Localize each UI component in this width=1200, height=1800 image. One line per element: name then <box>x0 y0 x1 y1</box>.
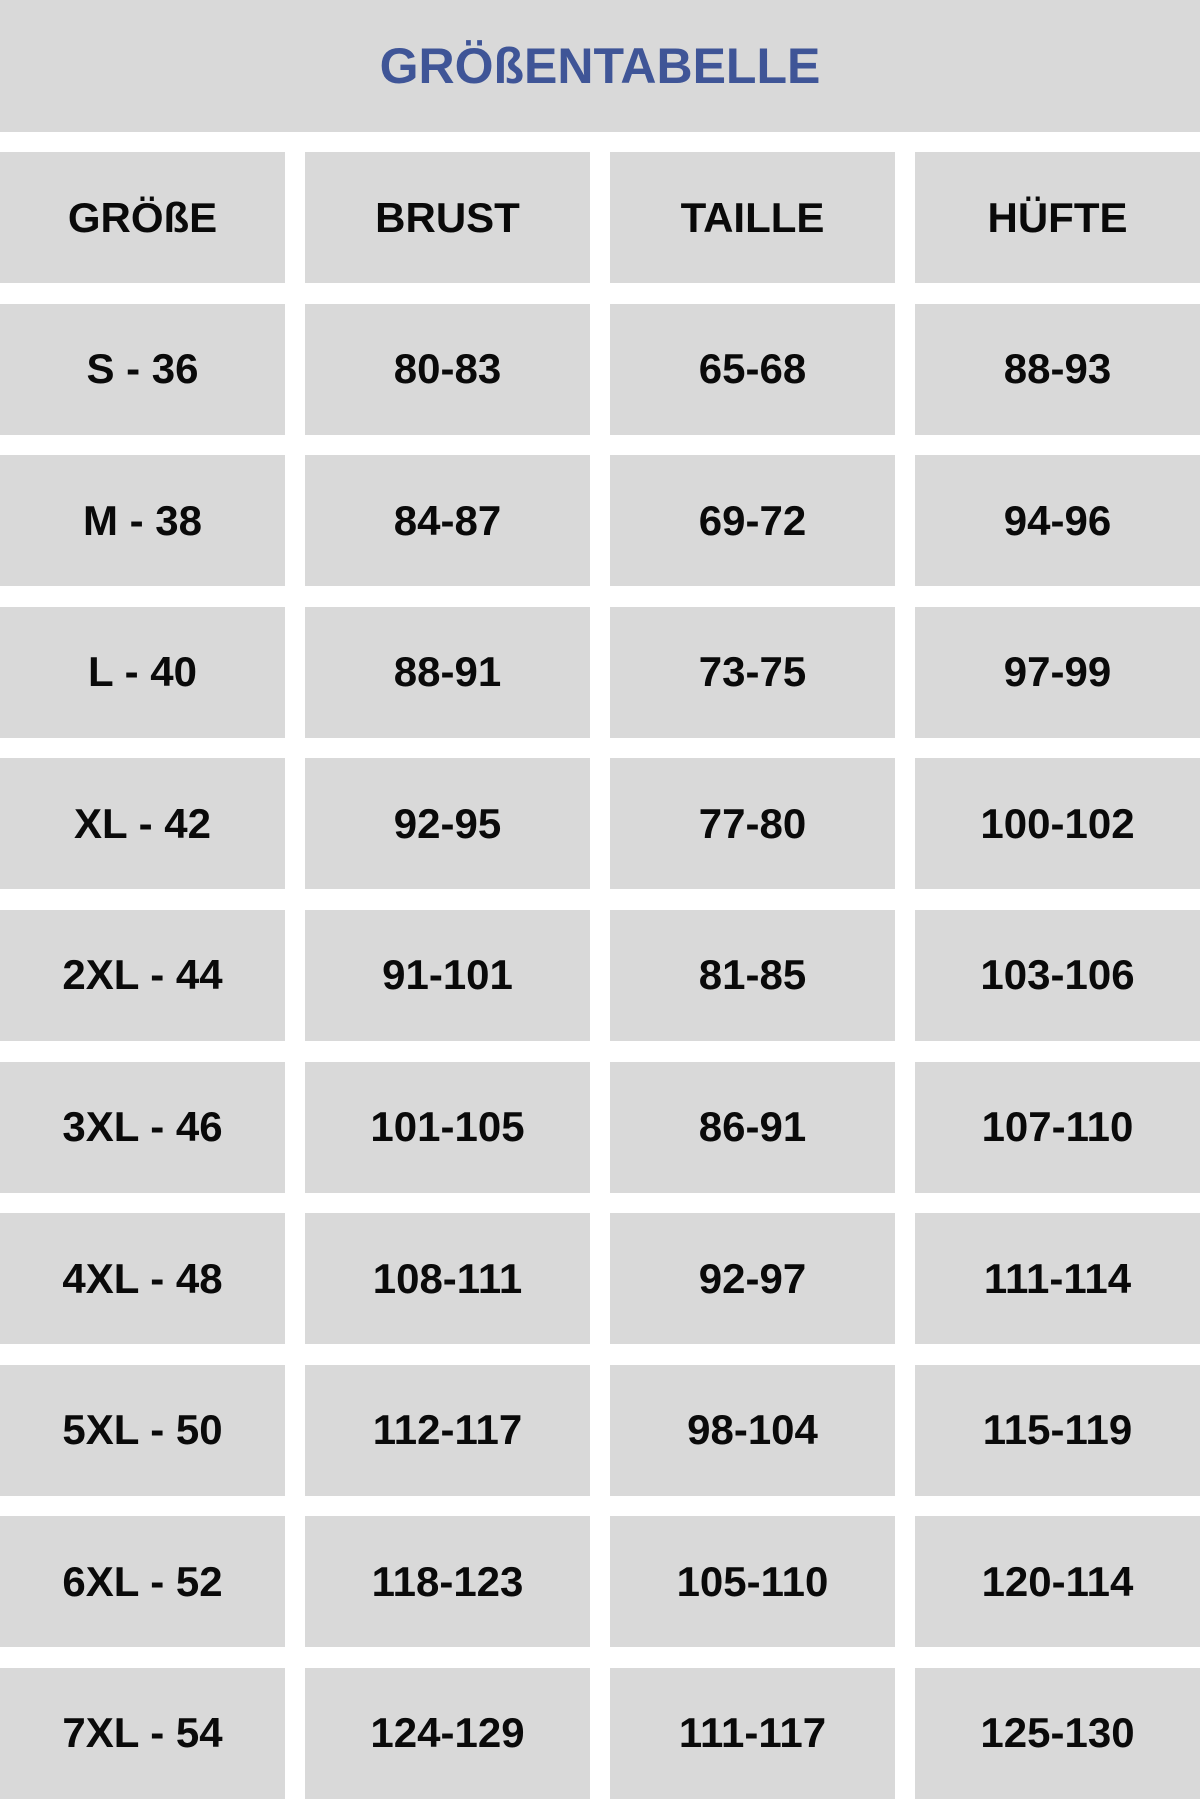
table-cell-size: 4XL - 48 <box>0 1213 285 1345</box>
table-cell-size: S - 36 <box>0 303 285 435</box>
size-table: GRÖßE BRUST TAILLE HÜFTE S - 36 80-83 65-6… <box>0 152 1200 1799</box>
table-cell-size: 7XL - 54 <box>0 1667 285 1799</box>
table-cell-hip: 88-93 <box>915 303 1200 435</box>
table-cell-waist: 86-91 <box>610 1061 895 1193</box>
table-cell-hip: 107-110 <box>915 1061 1200 1193</box>
table-cell-size: XL - 42 <box>0 758 285 890</box>
table-cell-waist: 92-97 <box>610 1213 895 1345</box>
table-cell-hip: 125-130 <box>915 1667 1200 1799</box>
table-cell-chest: 112-117 <box>305 1364 590 1496</box>
table-cell-size: L - 40 <box>0 606 285 738</box>
table-cell-chest: 108-111 <box>305 1213 590 1345</box>
table-cell-hip: 111-114 <box>915 1213 1200 1345</box>
title-band: GRÖßENTABELLE <box>0 0 1200 132</box>
table-cell-size: M - 38 <box>0 455 285 587</box>
table-cell-chest: 118-123 <box>305 1516 590 1648</box>
table-cell-waist: 105-110 <box>610 1516 895 1648</box>
table-cell-hip: 103-106 <box>915 909 1200 1041</box>
table-cell-size: 6XL - 52 <box>0 1516 285 1648</box>
table-cell-chest: 101-105 <box>305 1061 590 1193</box>
table-cell-hip: 97-99 <box>915 606 1200 738</box>
table-cell-chest: 124-129 <box>305 1667 590 1799</box>
table-cell-waist: 73-75 <box>610 606 895 738</box>
table-cell-size: 2XL - 44 <box>0 909 285 1041</box>
table-cell-chest: 92-95 <box>305 758 590 890</box>
table-cell-waist: 77-80 <box>610 758 895 890</box>
table-cell-waist: 98-104 <box>610 1364 895 1496</box>
table-cell-waist: 81-85 <box>610 909 895 1041</box>
header-chest: BRUST <box>305 152 590 283</box>
table-cell-chest: 84-87 <box>305 455 590 587</box>
page-title: GRÖßENTABELLE <box>379 38 821 94</box>
table-cell-hip: 120-114 <box>915 1516 1200 1648</box>
header-hip: HÜFTE <box>915 152 1200 283</box>
table-cell-size: 3XL - 46 <box>0 1061 285 1193</box>
header-size: GRÖßE <box>0 152 285 283</box>
table-cell-chest: 80-83 <box>305 303 590 435</box>
table-cell-hip: 115-119 <box>915 1364 1200 1496</box>
table-cell-chest: 88-91 <box>305 606 590 738</box>
table-cell-waist: 69-72 <box>610 455 895 587</box>
table-cell-chest: 91-101 <box>305 909 590 1041</box>
header-waist: TAILLE <box>610 152 895 283</box>
table-cell-hip: 94-96 <box>915 455 1200 587</box>
table-cell-size: 5XL - 50 <box>0 1364 285 1496</box>
table-cell-waist: 65-68 <box>610 303 895 435</box>
table-cell-hip: 100-102 <box>915 758 1200 890</box>
table-cell-waist: 111-117 <box>610 1667 895 1799</box>
